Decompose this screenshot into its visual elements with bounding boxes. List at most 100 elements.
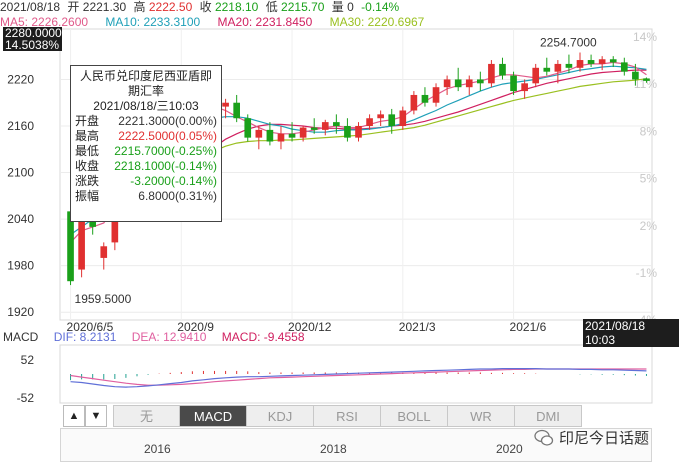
- tab-wr[interactable]: WR: [448, 405, 515, 427]
- macd-legend: MACD DIF: 8.2131 DEA: 12.9410 MACD: -9.4…: [3, 330, 317, 344]
- tab-none[interactable]: 无: [113, 405, 180, 427]
- dea-line: [70, 368, 647, 386]
- ma-legend: MA5: 2226.2600 MA10: 2233.3100 MA20: 223…: [0, 15, 438, 29]
- tooltip-title: 人民币兑印度尼西亚盾即期汇率: [79, 69, 212, 98]
- candle-body: [222, 102, 229, 107]
- candle-body: [499, 63, 506, 76]
- nav-year-2020: 2020: [496, 442, 523, 456]
- ohlc-tooltip: 人民币兑印度尼西亚盾即期汇率 2021/08/18/三10:03 开盘 2221.…: [70, 65, 222, 222]
- macd-panel-frame: [59, 344, 653, 404]
- candle-body: [67, 211, 74, 282]
- x-tick-label: 2020/6/5: [67, 320, 114, 334]
- candle-body: [233, 102, 240, 119]
- current-price-value: 2280.0000: [5, 26, 62, 40]
- scroll-down-button[interactable]: ▼: [85, 405, 107, 427]
- candle-body: [443, 79, 451, 88]
- current-price-flag: 2280.0000 14.5038%: [3, 27, 62, 51]
- candle-body: [344, 126, 351, 138]
- tooltip-row-value: -3.2000(-0.14%): [130, 174, 217, 188]
- tooltip-row: 开盘 2221.3000(0.00%): [75, 114, 217, 129]
- header-open-label: 开: [67, 0, 80, 14]
- y-tick-label: 1920: [7, 305, 34, 319]
- candle-body: [277, 133, 285, 142]
- candle-body: [643, 78, 650, 81]
- ohlc-header: 2021/08/18 开 2221.30 高 2222.50 收 2218.10…: [0, 0, 679, 14]
- candle-body: [488, 63, 495, 84]
- candle-body: [576, 60, 584, 68]
- ma5-legend: MA5: 2226.2600: [0, 15, 89, 29]
- pct-tick-label: 14%: [633, 30, 657, 44]
- ma20-legend: MA20: 2231.8450: [217, 15, 313, 29]
- candle-body: [377, 114, 384, 119]
- tooltip-row-label: 最高: [75, 129, 100, 143]
- candle-body: [266, 129, 274, 142]
- wechat-icon: [534, 429, 554, 446]
- header-date: 2021/08/18: [0, 0, 61, 14]
- header-high-label: 高: [133, 0, 146, 14]
- crosshair-date-flag: 2021/08/18 10:03: [583, 319, 679, 347]
- price-panel-frame: [59, 28, 653, 321]
- tooltip-row: 最低 2215.7000(-0.25%): [75, 144, 217, 159]
- candle-body: [432, 87, 440, 103]
- indicator-tabs: 无 MACD KDJ RSI BOLL WR DMI: [113, 405, 582, 427]
- pct-tick-label: 5%: [640, 172, 658, 186]
- x-axis-ticks: 2020/6/5 2020/9 2020/12 2021/3 2021/6: [67, 320, 547, 334]
- navigator[interactable]: [60, 428, 652, 462]
- watermark: 印尼今日话题: [534, 427, 649, 448]
- candle-body: [598, 59, 606, 64]
- tab-boll[interactable]: BOLL: [381, 405, 448, 427]
- candle-body: [410, 94, 418, 111]
- tooltip-row-value: 2215.7000(-0.25%): [114, 144, 217, 158]
- candle-body: [366, 118, 373, 126]
- tooltip-datetime: 2021/08/18/三10:03: [93, 99, 199, 113]
- candle-body: [620, 62, 628, 72]
- macd-name: MACD: [3, 330, 39, 344]
- candle-body: [587, 60, 595, 64]
- candle-body: [532, 67, 540, 84]
- tab-kdj[interactable]: KDJ: [247, 405, 314, 427]
- candle-body: [100, 246, 108, 258]
- y-tick-label: 2040: [7, 212, 34, 226]
- macd-lines: [70, 368, 647, 388]
- nav-year-2016: 2016: [144, 442, 171, 456]
- candle-body: [321, 122, 329, 130]
- header-close-label: 收: [199, 0, 212, 14]
- y-tick-label: 2160: [7, 119, 34, 133]
- header-high: 2222.50: [148, 0, 193, 14]
- candle-body: [399, 110, 407, 126]
- header-close: 2218.10: [214, 0, 259, 14]
- tooltip-row-label: 最低: [75, 144, 100, 158]
- tooltip-row: 最高 2222.5000(0.05%): [75, 129, 217, 144]
- y-tick-label: 2100: [7, 166, 34, 180]
- header-low-label: 低: [265, 0, 278, 14]
- candle-body: [609, 59, 617, 63]
- tab-macd[interactable]: MACD: [180, 405, 247, 427]
- tooltip-row-label: 收盘: [75, 159, 100, 173]
- macd-axis-ticks: 52 -52: [17, 353, 35, 405]
- x-tick-label: 2021/6: [510, 320, 547, 334]
- x-tick-label: 2020/12: [288, 320, 332, 334]
- tooltip-rows: 开盘 2221.3000(0.00%) 最高 2222.5000(0.05%) 最低 22…: [75, 114, 217, 204]
- candle-body: [111, 215, 119, 243]
- pct-tick-label: -1%: [636, 266, 658, 280]
- candle-body: [255, 129, 263, 138]
- candle-body: [543, 67, 551, 72]
- tab-dmi[interactable]: DMI: [515, 405, 582, 427]
- min-price-label: 1959.5000: [75, 292, 132, 306]
- tab-rsi[interactable]: RSI: [314, 405, 381, 427]
- nav-year-2018: 2018: [320, 442, 347, 456]
- header-volume: 0: [347, 0, 354, 14]
- candle-body: [465, 79, 473, 88]
- tooltip-row-label: 振幅: [75, 189, 100, 203]
- candle-body: [632, 71, 639, 80]
- header-change-pct: -0.14%: [361, 0, 400, 14]
- macd-tick-label: 52: [21, 353, 35, 367]
- scroll-up-button[interactable]: ▲: [63, 405, 85, 427]
- macd-dif: DIF: 8.2131: [53, 330, 117, 344]
- header-volume-label: 量: [331, 0, 344, 14]
- candle-body: [89, 219, 97, 227]
- candle-body: [565, 63, 573, 68]
- candle-body: [510, 75, 517, 92]
- candle-body: [299, 127, 307, 138]
- tooltip-row-value: 2218.1000(-0.14%): [114, 159, 217, 173]
